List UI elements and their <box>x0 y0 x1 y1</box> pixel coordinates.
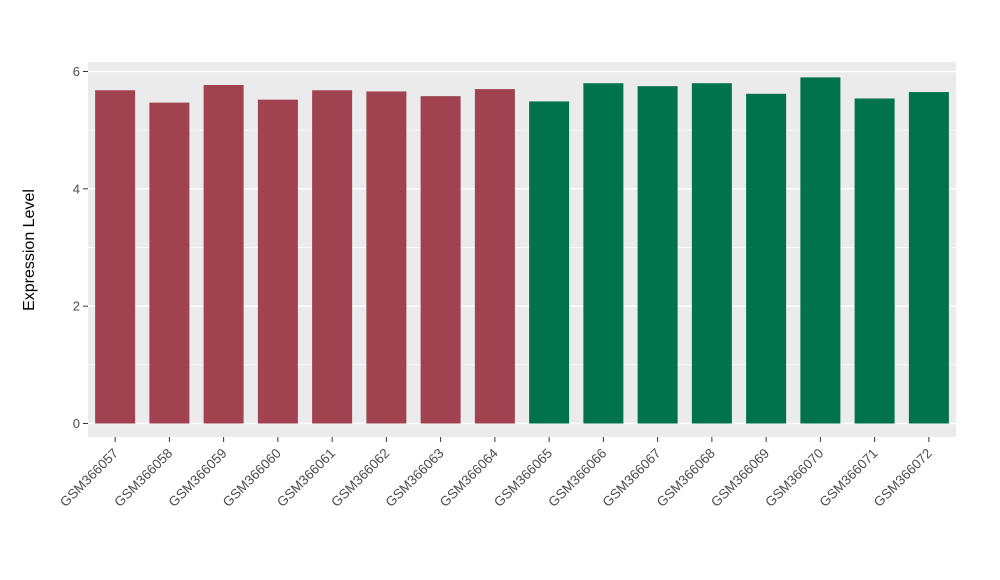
y-tick-label: 0 <box>73 416 80 431</box>
bar-GSM366069 <box>746 93 787 424</box>
bar-GSM366060 <box>257 99 298 424</box>
bar-GSM366068 <box>691 83 732 424</box>
bar-GSM366071 <box>854 98 895 424</box>
bar-GSM366070 <box>800 77 841 424</box>
bar-GSM366067 <box>637 86 678 424</box>
y-tick-label: 4 <box>73 181 80 196</box>
x-tick-label: GSM366072 <box>871 446 935 510</box>
bar-GSM366065 <box>529 101 570 424</box>
bar-GSM366072 <box>908 92 949 424</box>
bar-GSM366057 <box>95 90 136 424</box>
y-tick-label: 2 <box>73 299 80 314</box>
bar-GSM366063 <box>420 96 461 424</box>
y-axis-title: Expression Level <box>21 189 38 311</box>
y-tick-label: 6 <box>73 64 80 79</box>
bar-GSM366064 <box>474 89 515 424</box>
bar-GSM366066 <box>583 83 624 424</box>
bar-GSM366061 <box>312 90 353 424</box>
bar-GSM366059 <box>203 84 244 424</box>
bar-GSM366062 <box>366 91 407 424</box>
bar-GSM366058 <box>149 102 190 424</box>
